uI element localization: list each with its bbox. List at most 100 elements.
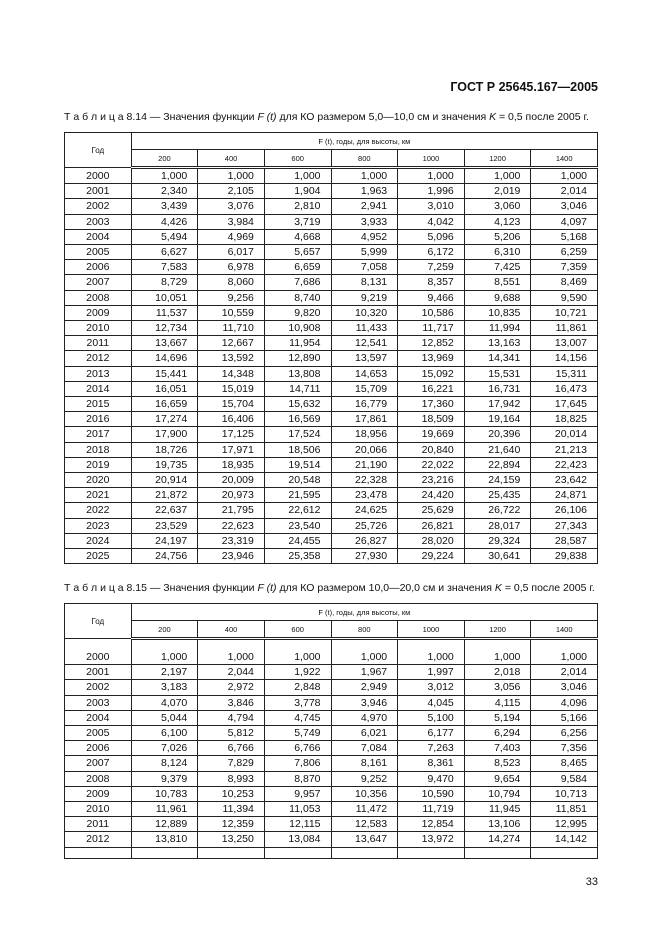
value-cell: 8,870 xyxy=(263,770,332,787)
value-cell: 10,794 xyxy=(463,785,532,803)
value-cell: 11,053 xyxy=(263,801,332,818)
value-cell: 20,548 xyxy=(263,472,332,489)
tail-row xyxy=(64,847,598,859)
altitude-header: 1200 xyxy=(463,149,532,169)
value-cell: 14,274 xyxy=(463,831,532,848)
value-cell: 16,051 xyxy=(130,380,199,398)
spacer-cell xyxy=(64,638,132,650)
altitude-header-row: 200 400 600 800 1000 1200 1400 xyxy=(65,620,598,640)
table-body: 2000 1,000 1,000 1,000 1,000 1,000 1,000 1,000 2… xyxy=(64,638,598,859)
value-cell: 13,810 xyxy=(130,831,199,848)
value-cell: 12,359 xyxy=(197,816,265,833)
caption-text: Т а б л и ц а 8.14 — Значения функции xyxy=(64,111,258,123)
value-cell: 3,946 xyxy=(330,694,399,711)
value-cell: 6,294 xyxy=(463,725,532,742)
value-cell: 1,000 xyxy=(330,650,399,666)
value-cell: 7,026 xyxy=(130,740,199,757)
table-row: 2011 12,889 12,359 12,115 12,583 12,854 13,106… xyxy=(64,816,598,833)
table-row: 2019 19,735 18,935 19,514 21,190 22,022 22,894… xyxy=(64,456,598,474)
value-cell: 7,356 xyxy=(530,740,598,757)
value-cell: 20,973 xyxy=(197,487,265,504)
tail-cell xyxy=(530,847,598,859)
year-cell: 2014 xyxy=(64,380,132,398)
value-cell: 4,042 xyxy=(397,213,465,230)
value-cell: 10,908 xyxy=(263,320,332,337)
value-cell: 14,142 xyxy=(530,831,598,848)
value-cell: 19,164 xyxy=(463,411,532,428)
table-row: 2000 1,000 1,000 1,000 1,000 1,000 1,000 1,000 xyxy=(64,166,598,185)
table-caption-8-14: Т а б л и ц а 8.14 — Значения функции F … xyxy=(64,111,589,123)
value-cell: 4,794 xyxy=(197,709,265,727)
year-cell: 2003 xyxy=(64,694,132,711)
value-cell: 5,999 xyxy=(330,244,399,261)
value-cell: 18,726 xyxy=(130,441,199,458)
year-cell: 2006 xyxy=(64,740,132,757)
header-row: Год F (t), годы, для высоты, км xyxy=(64,603,599,639)
year-cell: 2017 xyxy=(64,426,132,443)
value-cell: 8,060 xyxy=(197,274,265,291)
value-cell: 11,433 xyxy=(330,320,399,337)
value-cell: 10,051 xyxy=(130,289,199,306)
value-cell: 15,704 xyxy=(197,396,265,413)
caption-text: для КО размером 5,0—10,0 см и значения xyxy=(276,111,490,123)
value-cell: 4,096 xyxy=(530,694,598,711)
value-cell: 2,340 xyxy=(130,183,199,200)
value-cell: 24,159 xyxy=(463,472,532,489)
value-cell: 7,583 xyxy=(130,259,199,276)
value-cell: 7,359 xyxy=(530,259,598,276)
value-cell: 8,551 xyxy=(463,274,532,291)
value-cell: 2,941 xyxy=(330,198,399,215)
value-cell: 29,324 xyxy=(463,532,532,550)
value-cell: 19,514 xyxy=(263,456,332,474)
value-cell: 8,993 xyxy=(197,770,265,787)
value-cell: 13,106 xyxy=(463,816,532,833)
table-row: 2015 16,659 15,704 15,632 16,779 17,360 17,942… xyxy=(64,396,598,413)
value-cell: 14,653 xyxy=(330,365,399,382)
altitude-header: 1400 xyxy=(530,149,598,169)
value-cell: 17,942 xyxy=(463,396,532,413)
value-cell: 29,224 xyxy=(397,548,465,565)
table-row: 2007 8,124 7,829 7,806 8,161 8,361 8,523 8,465 xyxy=(64,755,598,772)
value-cell: 12,583 xyxy=(330,816,399,833)
value-cell: 21,213 xyxy=(530,441,598,458)
year-cell: 2007 xyxy=(64,274,132,291)
value-cell: 10,253 xyxy=(197,785,265,803)
value-cell: 29,838 xyxy=(530,548,598,565)
value-cell: 6,100 xyxy=(130,725,199,742)
value-cell: 20,009 xyxy=(197,472,265,489)
year-cell: 2004 xyxy=(64,228,132,246)
value-cell: 4,123 xyxy=(463,213,532,230)
value-cell: 24,455 xyxy=(263,532,332,550)
altitude-header: 200 xyxy=(130,149,199,169)
value-cell: 5,194 xyxy=(463,709,532,727)
table-row: 2010 11,961 11,394 11,053 11,472 11,719 11,945… xyxy=(64,801,598,818)
value-cell: 11,710 xyxy=(197,320,265,337)
table-row: 2009 11,537 10,559 9,820 10,320 10,586 10,835 1… xyxy=(64,304,598,322)
value-cell: 17,861 xyxy=(330,411,399,428)
value-cell: 28,587 xyxy=(530,532,598,550)
year-cell: 2015 xyxy=(64,396,132,413)
value-cell: 20,396 xyxy=(463,426,532,443)
value-cell: 27,343 xyxy=(530,517,598,534)
value-cell: 28,020 xyxy=(397,532,465,550)
value-cell: 1,000 xyxy=(397,166,465,185)
value-cell: 16,779 xyxy=(330,396,399,413)
value-cell: 16,221 xyxy=(397,380,465,398)
value-cell: 16,473 xyxy=(530,380,598,398)
value-cell: 7,263 xyxy=(397,740,465,757)
value-cell: 3,933 xyxy=(330,213,399,230)
value-cell: 11,851 xyxy=(530,801,598,818)
year-cell: 2005 xyxy=(64,725,132,742)
value-cell: 3,719 xyxy=(263,213,332,230)
value-cell: 20,066 xyxy=(330,441,399,458)
table-row: 2001 2,197 2,044 1,922 1,967 1,997 2,018 2,014 xyxy=(64,664,598,681)
year-cell: 2018 xyxy=(64,441,132,458)
spacer-cell xyxy=(463,638,532,650)
value-cell: 9,688 xyxy=(463,289,532,306)
value-cell: 10,835 xyxy=(463,304,532,322)
value-cell: 1,000 xyxy=(397,650,465,666)
value-cell: 7,425 xyxy=(463,259,532,276)
value-cell: 1,996 xyxy=(397,183,465,200)
value-cell: 21,595 xyxy=(263,487,332,504)
value-cell: 22,623 xyxy=(197,517,265,534)
